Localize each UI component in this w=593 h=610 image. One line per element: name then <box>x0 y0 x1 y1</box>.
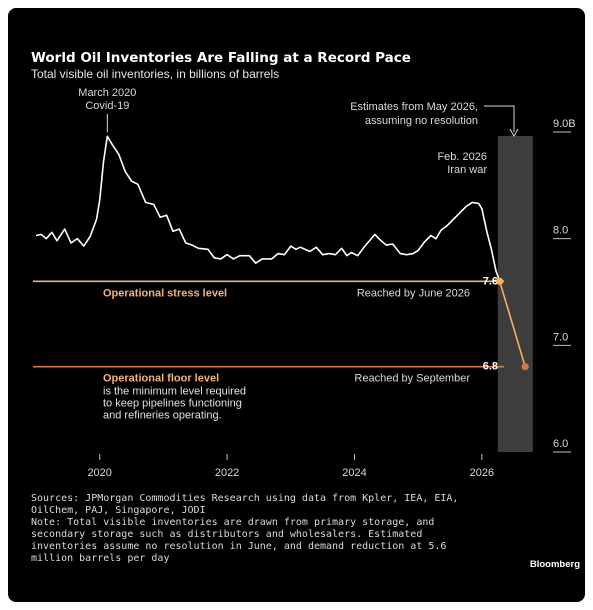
bloomberg-logo: Bloomberg <box>530 559 580 570</box>
chart-title: World Oil Inventories Are Falling at a R… <box>31 50 411 66</box>
floor-level-description: is the minimum level required <box>103 386 246 398</box>
estimate-label-leader <box>484 105 515 132</box>
estimate-band-label: Estimates from May 2026, assuming no res… <box>350 101 519 138</box>
footer-line-2: OilChem, PAJ, Singapore, JODI <box>31 505 206 516</box>
y-axis: 9.0B 8.0 7.0 6.0 <box>553 118 576 453</box>
footer-line-5: inventories assume no resolution in June… <box>31 541 446 552</box>
iran-war-annotation: Feb. 2026 <box>437 151 487 163</box>
x-tick-label: 2022 <box>215 467 239 479</box>
reference-lines: Operational stress level Reached by June … <box>33 275 504 422</box>
estimate-label-line-2: assuming no resolution <box>365 115 478 127</box>
y-tick-label: 8.0 <box>553 225 568 237</box>
x-tick-label: 2024 <box>342 467 366 479</box>
chart-svg: World Oil Inventories Are Falling at a R… <box>31 50 580 570</box>
x-axis: 2020 2022 2024 2026 <box>87 454 494 479</box>
covid-annotation: March 2020 <box>78 87 136 99</box>
estimate-label-line-1: Estimates from May 2026, <box>350 101 478 113</box>
floor-value-label: 6.8 <box>483 361 498 373</box>
chart-subtitle: Total visible oil inventories, in billio… <box>31 67 279 81</box>
footer-line-1: Sources: JPMorgan Commodities Research u… <box>31 493 458 504</box>
floor-level-description: to keep pipelines functioning <box>103 398 242 410</box>
x-tick-label: 2020 <box>87 467 111 479</box>
stress-level-note: Reached by June 2026 <box>357 287 470 299</box>
stress-level-label: Operational stress level <box>103 287 227 299</box>
y-tick-label: 9.0B <box>553 118 576 130</box>
floor-level-label: Operational floor level <box>103 373 219 385</box>
iran-war-annotation: Iran war <box>447 164 487 176</box>
footer-line-6: million barrels per day <box>31 553 169 564</box>
stress-value-label: 7.6 <box>483 275 498 287</box>
y-tick-label: 7.0 <box>553 331 568 343</box>
estimate-line <box>498 281 526 367</box>
inventory-line <box>35 135 501 282</box>
estimate-point <box>496 277 504 285</box>
estimate-point <box>521 363 529 371</box>
footer-line-4: secondary storage such as distributors a… <box>31 529 422 540</box>
floor-level-note: Reached by September <box>354 373 470 385</box>
footer-line-3: Note: Total visible inventories are draw… <box>31 517 434 528</box>
floor-level-description: and refineries operating. <box>103 410 222 422</box>
x-tick-label: 2026 <box>470 467 494 479</box>
y-tick-label: 6.0 <box>553 438 568 450</box>
covid-annotation: Covid-19 <box>85 100 129 112</box>
footer: Sources: JPMorgan Commodities Research u… <box>31 493 580 570</box>
chart-card: World Oil Inventories Are Falling at a R… <box>8 8 585 602</box>
estimate-arrow-icon <box>509 128 519 138</box>
